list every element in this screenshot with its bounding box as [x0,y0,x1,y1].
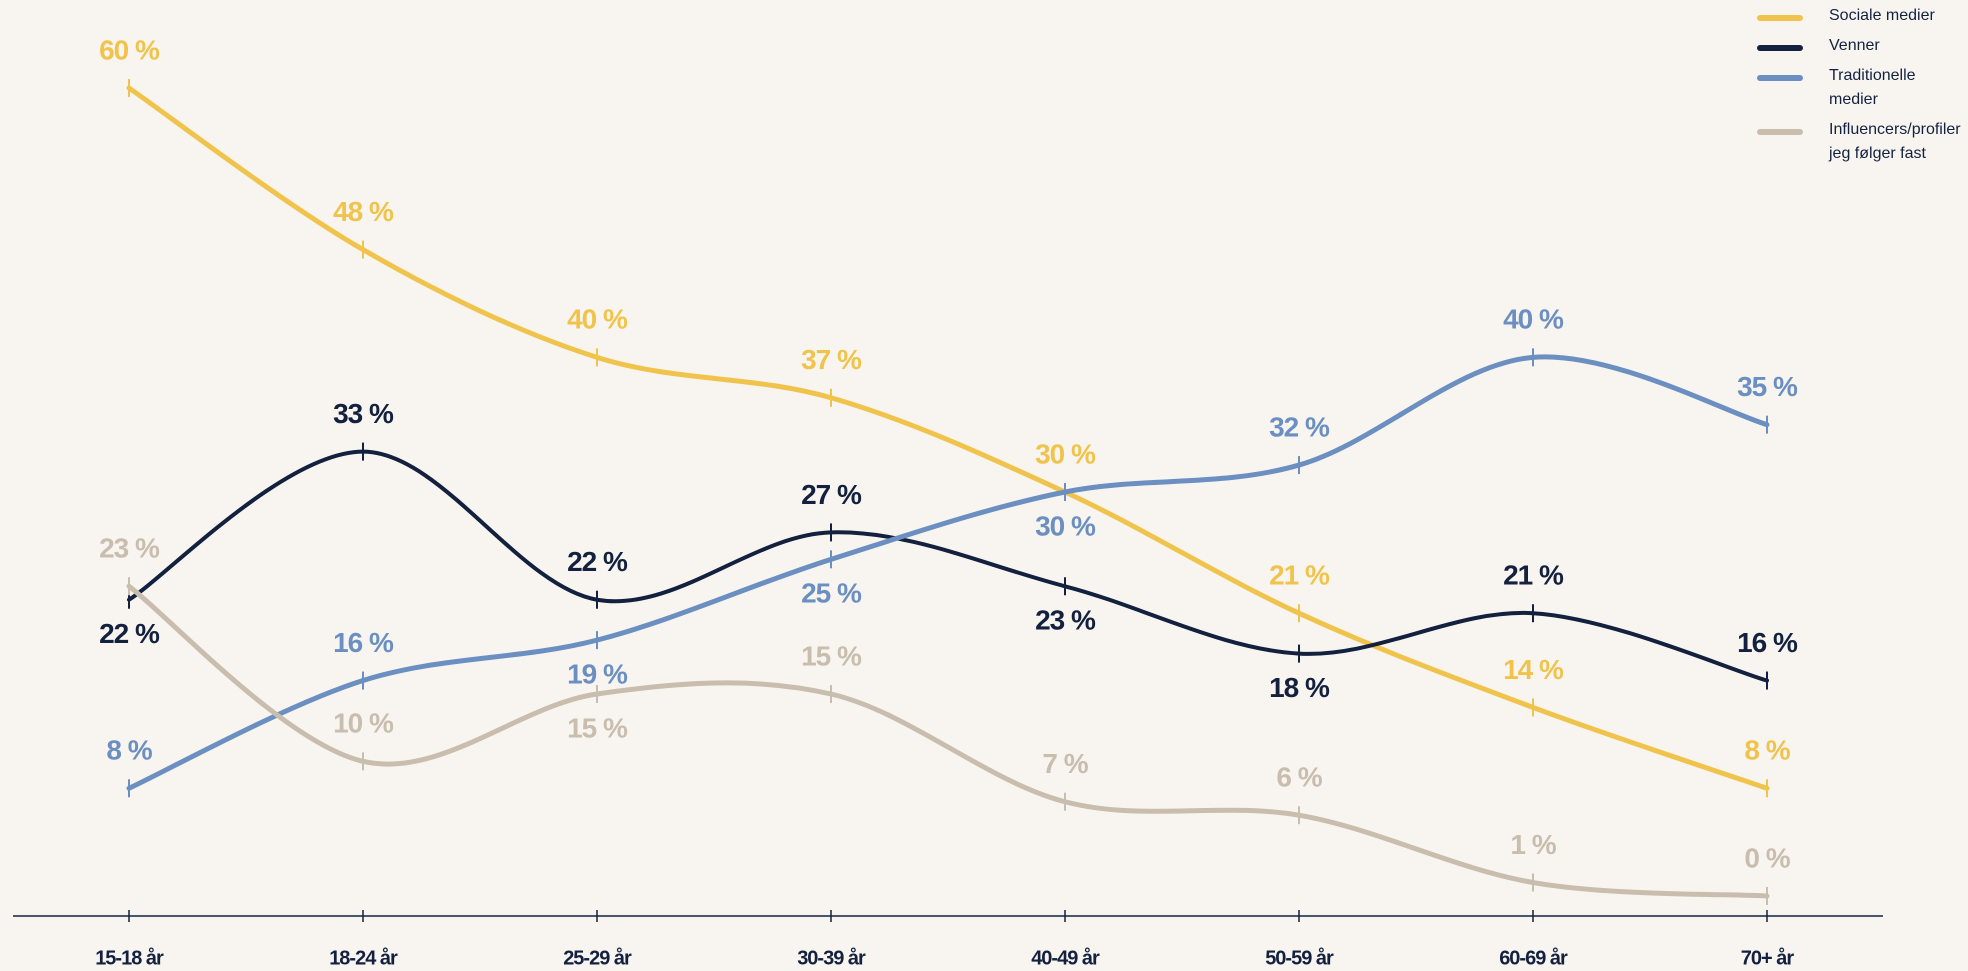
value-label: 32 % [1269,411,1330,442]
value-label: 37 % [801,344,862,375]
x-tick-label: 18-24 år [329,946,398,969]
line [126,354,1770,791]
value-label: 8 % [1744,735,1790,766]
legend-swatch [1757,45,1803,51]
value-label: 0 % [1744,842,1790,873]
legend-item: Sociale medier [1757,7,1967,28]
value-label: 22 % [567,546,628,577]
line [126,583,1770,899]
value-label: 21 % [1269,560,1330,591]
legend-swatch [1757,75,1803,81]
legend: Sociale medier Venner Traditionelle medier… [1757,7,1967,176]
legend-item: Influencers/profiler jeg følger fast [1757,121,1967,166]
value-label: 40 % [567,304,628,335]
x-tick-label: 15-18 år [95,946,164,969]
value-label: 7 % [1042,748,1088,779]
value-label: 15 % [567,712,628,743]
x-tick-label: 70+ år [1741,946,1795,969]
value-label: 1 % [1510,829,1556,860]
line [126,85,1770,791]
legend-label: Traditionelle medier [1829,67,1916,108]
value-label: 30 % [1035,510,1096,541]
value-label: 35 % [1737,371,1798,402]
value-label: 33 % [333,398,394,429]
legend-label: Sociale medier [1829,7,1935,24]
value-label: 16 % [1737,627,1798,658]
value-label: 14 % [1503,654,1564,685]
value-label: 25 % [801,578,862,609]
x-tick-label: 50-59 år [1265,946,1334,969]
value-label: 23 % [99,533,160,564]
value-label: 16 % [333,627,394,658]
value-label: 30 % [1035,438,1096,469]
legend-label: Venner [1829,37,1880,54]
x-tick-label: 60-69 år [1499,946,1568,969]
value-label: 15 % [801,640,862,671]
legend-item: Venner [1757,37,1967,58]
value-label: 27 % [801,479,862,510]
value-label: 19 % [567,659,628,690]
x-tick-label: 25-29 år [563,946,632,969]
value-label: 48 % [333,196,394,227]
legend-swatch [1757,129,1803,135]
legend-swatch [1757,15,1803,21]
value-label: 10 % [333,708,394,739]
x-tick-label: 40-49 år [1031,946,1100,969]
value-label: 21 % [1503,560,1564,591]
value-label: 18 % [1269,672,1330,703]
value-label: 8 % [106,735,152,766]
value-label: 60 % [99,34,160,65]
x-tick-label: 30-39 år [797,946,866,969]
value-label: 22 % [99,618,160,649]
value-label: 6 % [1276,762,1322,793]
value-label: 40 % [1503,304,1564,335]
legend-label: Influencers/profiler jeg følger fast [1829,121,1961,162]
value-label: 23 % [1035,605,1096,636]
line [127,449,1769,683]
legend-item: Traditionelle medier [1757,67,1967,112]
